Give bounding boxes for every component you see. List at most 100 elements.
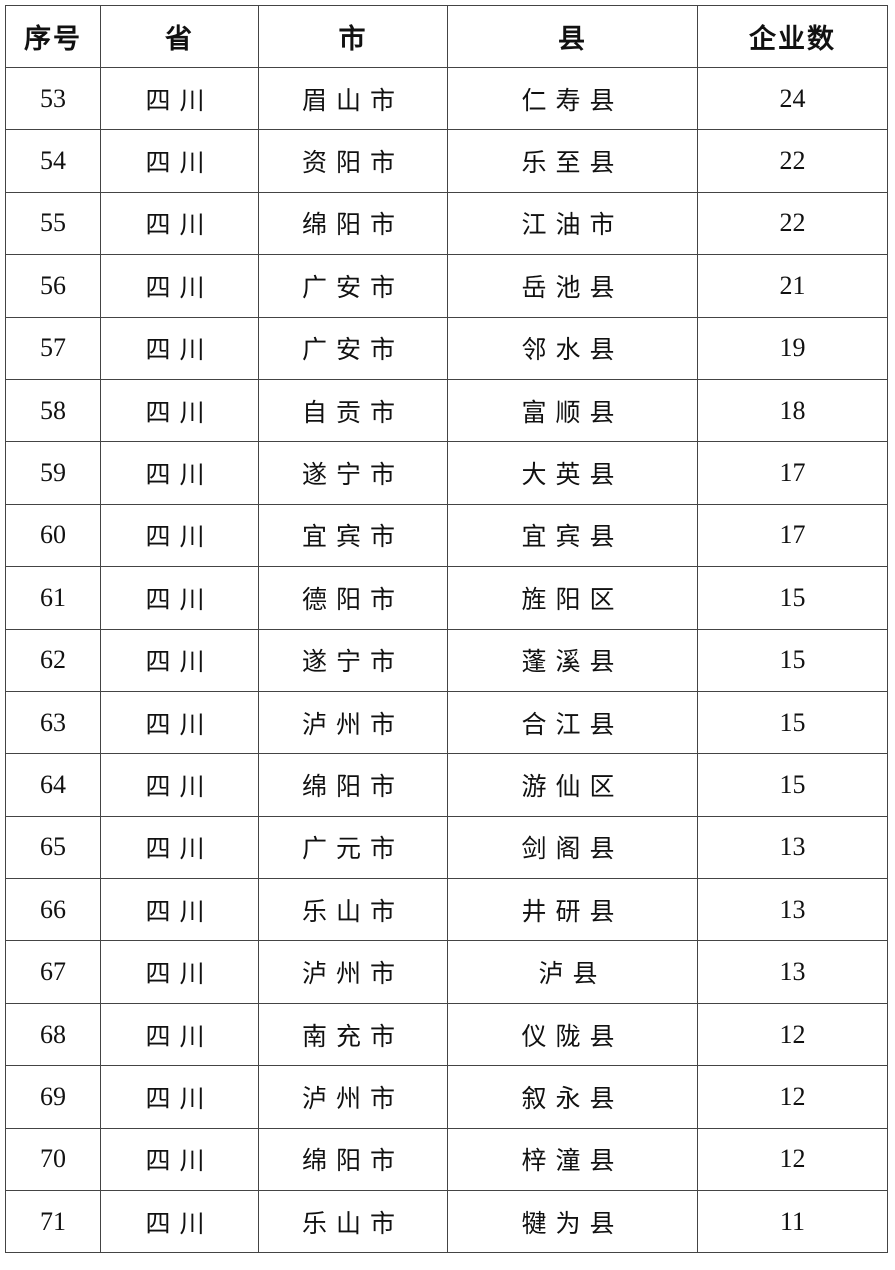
table-row: 57 四川 广安市 邻水县 19 (5, 316, 888, 380)
cell-enterprise-count: 11 (697, 1190, 888, 1254)
cell-index: 61 (5, 566, 101, 630)
cell-province: 四川 (100, 254, 259, 318)
table-row: 61 四川 德阳市 旌阳区 15 (5, 566, 888, 630)
table-row: 69 四川 泸州市 叙永县 12 (5, 1065, 888, 1129)
table-row: 59 四川 遂宁市 大英县 17 (5, 441, 888, 505)
cell-county: 游仙区 (447, 753, 698, 817)
table-row: 66 四川 乐山市 井研县 13 (5, 878, 888, 942)
cell-enterprise-count: 21 (697, 254, 888, 318)
cell-enterprise-count: 12 (697, 1065, 888, 1129)
cell-province: 四川 (100, 1002, 259, 1067)
cell-city: 绵阳市 (258, 191, 448, 256)
cell-index: 57 (5, 316, 101, 380)
cell-province: 四川 (100, 690, 259, 755)
cell-county: 仪陇县 (447, 1002, 698, 1067)
table-row: 53 四川 眉山市 仁寿县 24 (5, 66, 888, 131)
enterprise-count-table: 序号 省 市 县 企业数 53 四川 眉山市 仁寿县 24 54 四川 资阳市 乐至县 22 55 四… (5, 5, 888, 1254)
table-row: 70 四川 绵阳市 梓潼县 12 (5, 1127, 888, 1192)
cell-index: 67 (5, 940, 101, 1004)
cell-city: 乐山市 (258, 1190, 448, 1254)
cell-city: 宜宾市 (258, 503, 448, 568)
cell-index: 58 (5, 378, 101, 443)
cell-index: 66 (5, 878, 101, 942)
cell-province: 四川 (100, 628, 259, 692)
cell-index: 53 (5, 66, 101, 131)
cell-city: 广安市 (258, 316, 448, 380)
cell-index: 71 (5, 1190, 101, 1254)
cell-province: 四川 (100, 191, 259, 256)
cell-index: 64 (5, 753, 101, 817)
cell-county: 合江县 (447, 690, 698, 755)
header-province: 省 (100, 5, 259, 68)
cell-province: 四川 (100, 378, 259, 443)
cell-province: 四川 (100, 940, 259, 1004)
cell-enterprise-count: 24 (697, 66, 888, 131)
cell-city: 南充市 (258, 1002, 448, 1067)
cell-county: 乐至县 (447, 129, 698, 193)
table-row: 55 四川 绵阳市 江油市 22 (5, 191, 888, 256)
cell-city: 泸州市 (258, 690, 448, 755)
cell-county: 宜宾县 (447, 503, 698, 568)
cell-province: 四川 (100, 878, 259, 942)
cell-city: 广安市 (258, 254, 448, 318)
cell-enterprise-count: 18 (697, 378, 888, 443)
cell-city: 泸州市 (258, 940, 448, 1004)
cell-province: 四川 (100, 129, 259, 193)
cell-county: 蓬溪县 (447, 628, 698, 692)
cell-enterprise-count: 13 (697, 940, 888, 1004)
table-row: 54 四川 资阳市 乐至县 22 (5, 129, 888, 193)
table-row: 64 四川 绵阳市 游仙区 15 (5, 753, 888, 817)
cell-county: 叙永县 (447, 1065, 698, 1129)
cell-city: 资阳市 (258, 129, 448, 193)
cell-enterprise-count: 12 (697, 1127, 888, 1192)
cell-province: 四川 (100, 566, 259, 630)
table-row: 71 四川 乐山市 犍为县 11 (5, 1190, 888, 1254)
cell-city: 绵阳市 (258, 753, 448, 817)
cell-enterprise-count: 15 (697, 566, 888, 630)
cell-province: 四川 (100, 1190, 259, 1254)
cell-province: 四川 (100, 815, 259, 880)
cell-province: 四川 (100, 503, 259, 568)
cell-county: 犍为县 (447, 1190, 698, 1254)
cell-province: 四川 (100, 1065, 259, 1129)
cell-county: 剑阁县 (447, 815, 698, 880)
cell-city: 眉山市 (258, 66, 448, 131)
cell-index: 70 (5, 1127, 101, 1192)
cell-enterprise-count: 15 (697, 628, 888, 692)
cell-province: 四川 (100, 1127, 259, 1192)
cell-county: 泸县 (447, 940, 698, 1004)
header-enterprise-count: 企业数 (697, 5, 888, 68)
cell-county: 大英县 (447, 441, 698, 505)
cell-index: 63 (5, 690, 101, 755)
cell-enterprise-count: 19 (697, 316, 888, 380)
cell-enterprise-count: 13 (697, 815, 888, 880)
cell-city: 遂宁市 (258, 628, 448, 692)
cell-index: 69 (5, 1065, 101, 1129)
table-row: 60 四川 宜宾市 宜宾县 17 (5, 503, 888, 568)
cell-county: 梓潼县 (447, 1127, 698, 1192)
cell-city: 泸州市 (258, 1065, 448, 1129)
cell-enterprise-count: 22 (697, 129, 888, 193)
table-row: 58 四川 自贡市 富顺县 18 (5, 378, 888, 443)
cell-enterprise-count: 17 (697, 503, 888, 568)
cell-province: 四川 (100, 316, 259, 380)
header-row: 序号 省 市 县 企业数 (5, 5, 888, 68)
cell-county: 井研县 (447, 878, 698, 942)
cell-province: 四川 (100, 66, 259, 131)
cell-province: 四川 (100, 753, 259, 817)
cell-city: 绵阳市 (258, 1127, 448, 1192)
cell-city: 遂宁市 (258, 441, 448, 505)
table-row: 56 四川 广安市 岳池县 21 (5, 254, 888, 318)
header-county: 县 (447, 5, 698, 68)
table-row: 62 四川 遂宁市 蓬溪县 15 (5, 628, 888, 692)
cell-index: 60 (5, 503, 101, 568)
header-index: 序号 (5, 5, 101, 68)
cell-province: 四川 (100, 441, 259, 505)
cell-index: 68 (5, 1002, 101, 1067)
cell-index: 65 (5, 815, 101, 880)
header-city: 市 (258, 5, 448, 68)
cell-enterprise-count: 12 (697, 1002, 888, 1067)
cell-county: 江油市 (447, 191, 698, 256)
cell-index: 62 (5, 628, 101, 692)
cell-index: 54 (5, 129, 101, 193)
